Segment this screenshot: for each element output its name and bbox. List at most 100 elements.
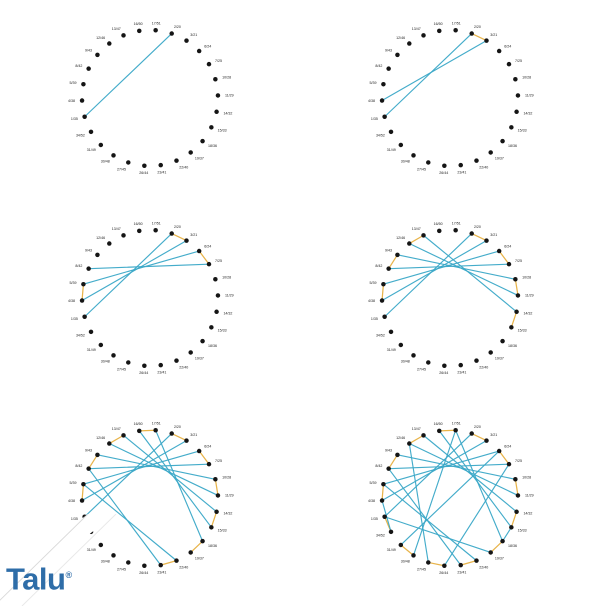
ring-node	[82, 114, 87, 119]
node-label: 3/21	[190, 33, 197, 37]
ring-node	[158, 562, 163, 568]
node-label: 31/49	[87, 348, 96, 352]
node-label: 16/50	[134, 22, 143, 26]
node-label: 7/25	[515, 459, 522, 463]
node-label: 1/35	[71, 517, 78, 521]
node-layer	[379, 27, 521, 169]
node-label: 3/21	[490, 233, 497, 237]
node-label: 5/39	[370, 481, 377, 485]
node-label: 12/46	[396, 436, 405, 440]
ring-node	[411, 153, 416, 158]
connector-line	[171, 232, 188, 242]
connector-line	[190, 540, 204, 554]
ring-node	[488, 550, 493, 555]
chord-line	[388, 468, 462, 566]
node-label: 27/45	[417, 167, 426, 171]
ring-node	[506, 61, 512, 67]
ring-node	[514, 109, 519, 115]
ring-node	[500, 138, 505, 144]
node-label: 13/47	[412, 227, 421, 231]
connector-line	[408, 234, 425, 245]
node-label: 8/42	[75, 64, 82, 68]
ring-node	[379, 98, 385, 103]
ring-node	[407, 441, 412, 446]
node-label: 23/41	[457, 570, 466, 574]
connector-line	[388, 454, 399, 470]
ring-node	[215, 493, 221, 498]
node-label: 10/28	[522, 76, 531, 80]
label-layer: 1/35 4/38 5/39 8/42 9/43 12/46 13/47 16/50 17/51…	[368, 421, 534, 574]
ring-node	[95, 52, 100, 58]
node-label: 6/24	[504, 444, 511, 448]
chord-line	[381, 440, 488, 502]
ring-node	[474, 558, 479, 563]
connector-line	[471, 432, 488, 442]
node-label: 26/44	[139, 571, 148, 575]
chord-line	[81, 440, 188, 502]
ring-node	[184, 238, 189, 243]
ring-node	[386, 266, 391, 271]
node-label: 12/46	[96, 436, 105, 440]
connector-line	[510, 311, 518, 328]
ring-node	[379, 498, 385, 503]
connector-line	[381, 283, 385, 302]
node-label: 11/29	[225, 93, 234, 97]
chord-line	[82, 483, 178, 562]
node-label: 19/37	[495, 156, 504, 160]
node-label: 4/38	[368, 499, 375, 503]
ring-node	[153, 27, 158, 33]
node-label: 5/39	[370, 81, 377, 85]
node-label: 27/45	[417, 367, 426, 371]
node-label: 15/33	[218, 129, 227, 133]
node-label: 5/39	[370, 281, 377, 285]
ring-node	[79, 98, 85, 103]
node-label: 5/39	[70, 481, 77, 485]
ring-node	[88, 329, 94, 335]
node-label: 26/44	[439, 571, 448, 575]
node-label: 27/45	[117, 367, 126, 371]
ring-node	[95, 252, 100, 258]
ring-node	[469, 231, 474, 236]
node-label: 17/51	[152, 221, 161, 225]
ring-node	[214, 509, 219, 515]
node-label: 8/42	[375, 64, 382, 68]
ring-node	[515, 493, 521, 498]
ring-node	[137, 428, 142, 434]
ring-node	[437, 428, 442, 434]
ring-node	[437, 228, 442, 234]
ring-node	[426, 160, 431, 165]
connector-line	[388, 254, 399, 270]
chord-line	[455, 429, 504, 542]
node-label: 10/28	[222, 76, 231, 80]
ring-node	[469, 31, 474, 36]
node-label: 5/39	[70, 81, 77, 85]
ring-node	[395, 252, 400, 258]
ring-node	[484, 438, 489, 443]
node-label: 17/51	[452, 21, 461, 25]
chord-line	[422, 434, 518, 513]
chord-line	[400, 450, 500, 546]
panel-5-canvas: 1/35 4/38 5/39 8/42 9/43 12/46 13/47 16/50 17/51…	[68, 421, 234, 575]
ring-node	[379, 298, 385, 303]
ring-node	[398, 542, 404, 548]
ring-node	[98, 142, 104, 148]
ring-node	[513, 477, 518, 482]
panel-6: 1/35 4/38 5/39 8/42 9/43 12/46 13/47 16/50 17/51…	[300, 400, 600, 600]
node-label: 31/49	[87, 548, 96, 552]
node-label: 23/41	[157, 570, 166, 574]
ring-node	[215, 293, 221, 298]
connector-layer	[471, 32, 488, 42]
ring-node	[200, 138, 205, 144]
ring-node	[442, 163, 447, 169]
node-label: 22/40	[179, 165, 188, 169]
node-label: 2/20	[474, 425, 481, 429]
chord-line	[408, 242, 519, 297]
ring-node	[458, 362, 463, 368]
chord-layer	[381, 232, 519, 318]
panel-6-canvas: 1/35 4/38 5/39 8/42 9/43 12/46 13/47 16/50 17/51…	[368, 421, 534, 574]
node-label: 18/36	[508, 144, 517, 148]
node-label: 15/33	[518, 129, 527, 133]
node-label: 13/47	[112, 27, 121, 31]
ring-node	[121, 233, 126, 238]
node-label: 16/50	[134, 422, 143, 426]
